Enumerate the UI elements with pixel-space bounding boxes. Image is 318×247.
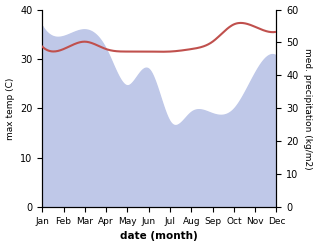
X-axis label: date (month): date (month) — [121, 231, 198, 242]
Y-axis label: med. precipitation (kg/m2): med. precipitation (kg/m2) — [303, 48, 313, 169]
Y-axis label: max temp (C): max temp (C) — [5, 77, 15, 140]
